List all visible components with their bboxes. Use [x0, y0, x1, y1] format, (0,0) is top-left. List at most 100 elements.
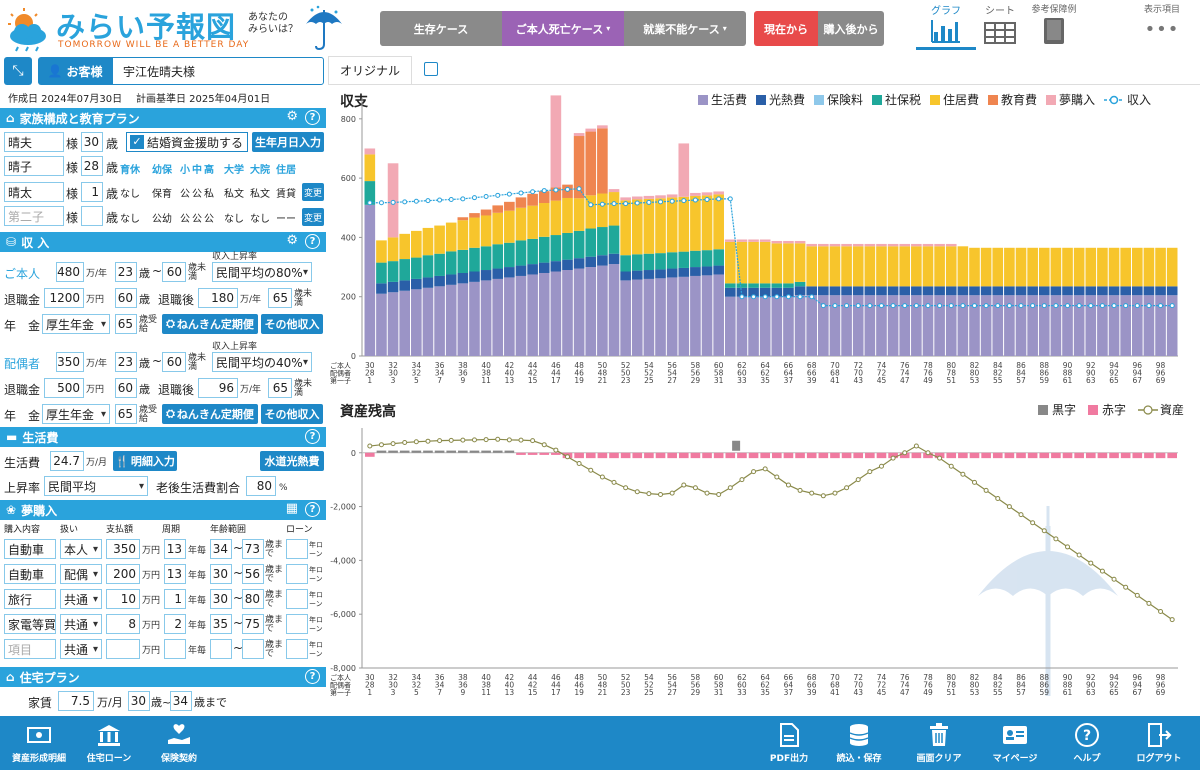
help-icon[interactable]: ?: [305, 110, 320, 125]
dream-amount-input[interactable]: 10: [106, 589, 140, 609]
footer-button-database[interactable]: 読込・保存: [824, 716, 894, 770]
dream-amount-input[interactable]: 8: [106, 614, 140, 634]
education-stage-value[interactable]: 賃貸: [276, 189, 296, 200]
dream-item-input[interactable]: 自動車: [4, 539, 56, 559]
family-age-input[interactable]: 28: [81, 156, 103, 176]
family-name-input[interactable]: 第二子: [4, 206, 64, 226]
dream-cycle-input[interactable]: 2: [164, 614, 186, 634]
living-rate-select[interactable]: 民間平均: [44, 476, 148, 496]
self-retirement-input[interactable]: 1200: [44, 288, 84, 308]
spouse-income-input[interactable]: 350: [56, 352, 84, 372]
help-icon[interactable]: ?: [305, 234, 320, 249]
footer-button-logout[interactable]: ログアウト: [1124, 716, 1194, 770]
collapse-button[interactable]: ⤡: [4, 57, 32, 85]
self-retirement-age-input[interactable]: 60: [115, 288, 137, 308]
dream-cycle-input[interactable]: 13: [164, 539, 186, 559]
education-stage-value[interactable]: 公: [180, 214, 190, 225]
dream-item-input[interactable]: 旅行: [4, 589, 56, 609]
family-age-input[interactable]: [81, 206, 103, 226]
spouse-other-income-button[interactable]: その他収入: [261, 404, 323, 424]
dream-from-input[interactable]: 34: [210, 539, 232, 559]
spouse-retirement-input[interactable]: 500: [44, 378, 84, 398]
display-items-button[interactable]: 表示項目 •••: [1132, 2, 1192, 50]
gear-icon[interactable]: ⚙: [286, 109, 298, 124]
self-after-to-input[interactable]: 65: [268, 288, 292, 308]
birthday-input-button[interactable]: 生年月日入力: [252, 132, 324, 152]
calculator-icon[interactable]: ▦: [285, 501, 298, 516]
dream-from-input[interactable]: 30: [210, 589, 232, 609]
survival-case-button[interactable]: 生存ケース: [380, 11, 502, 46]
family-name-input[interactable]: 晴太: [4, 182, 64, 202]
dream-to-input[interactable]: 80: [242, 589, 264, 609]
from-now-button[interactable]: 現在から: [754, 11, 818, 46]
family-name-input[interactable]: 晴子: [4, 156, 64, 176]
tab-sheet[interactable]: シート: [970, 2, 1030, 50]
spouse-pension-age-input[interactable]: 65: [115, 404, 137, 424]
education-stage-value[interactable]: なし: [120, 189, 140, 200]
income-section-header[interactable]: ⛁ 収 入 ⚙ ?: [0, 232, 326, 252]
dream-to-input[interactable]: 56: [242, 564, 264, 584]
dream-from-input[interactable]: [210, 639, 232, 659]
dream-cycle-input[interactable]: 13: [164, 564, 186, 584]
self-nenkin-button[interactable]: ⛭ ねんきん定期便: [162, 314, 258, 334]
disability-case-button[interactable]: 就業不能ケース ▾: [624, 11, 746, 46]
education-stage-value[interactable]: 保育: [152, 189, 172, 200]
gear-icon[interactable]: ⚙: [286, 233, 298, 248]
dream-from-input[interactable]: 35: [210, 614, 232, 634]
spouse-income-rate-select[interactable]: 民間平均の40%: [212, 352, 312, 372]
dream-item-input[interactable]: 家電等買: [4, 614, 56, 634]
self-income-to-input[interactable]: 60: [162, 262, 186, 282]
footer-button-bank[interactable]: 住宅ローン: [74, 716, 144, 770]
spouse-income-from-input[interactable]: 23: [115, 352, 137, 372]
retirement-ratio-input[interactable]: 80: [246, 476, 276, 496]
education-stage-value[interactable]: 私: [204, 189, 214, 200]
spouse-nenkin-button[interactable]: ⛭ ねんきん定期便: [162, 404, 258, 424]
dream-cycle-input[interactable]: [164, 639, 186, 659]
spouse-retirement-age-input[interactable]: 60: [115, 378, 137, 398]
dream-who-select[interactable]: 共通: [60, 614, 102, 634]
from-purchase-button[interactable]: 購入後から: [818, 11, 884, 46]
education-stage-value[interactable]: 公: [204, 214, 214, 225]
family-name-input[interactable]: 晴夫: [4, 132, 64, 152]
self-income-input[interactable]: 480: [56, 262, 84, 282]
education-stage-value[interactable]: 公: [180, 189, 190, 200]
dream-who-select[interactable]: 配偶: [60, 564, 102, 584]
customer-name-field[interactable]: 宇江佐晴夫様: [112, 57, 324, 85]
education-stage-value[interactable]: 公幼: [152, 214, 172, 225]
education-stage-value[interactable]: なし: [120, 214, 140, 225]
dream-to-input[interactable]: [242, 639, 264, 659]
education-stage-value[interactable]: 私文: [250, 189, 270, 200]
help-icon[interactable]: ?: [305, 502, 320, 517]
death-case-button[interactable]: ご本人死亡ケース ▾: [502, 11, 624, 46]
education-stage-value[interactable]: 公: [192, 214, 202, 225]
self-after-retirement-input[interactable]: 180: [198, 288, 238, 308]
tab-reference[interactable]: 参考保障例: [1024, 2, 1084, 50]
dream-item-input[interactable]: 自動車: [4, 564, 56, 584]
marriage-support-checkbox[interactable]: ✓ 結婚資金援助する: [126, 132, 248, 152]
spouse-income-to-input[interactable]: 60: [162, 352, 186, 372]
housing-section-header[interactable]: ⌂ 住宅プラン ?: [0, 667, 326, 687]
dream-who-select[interactable]: 共通: [60, 589, 102, 609]
dream-who-select[interactable]: 共通: [60, 639, 102, 659]
dream-loan-input[interactable]: [286, 639, 308, 659]
family-age-input[interactable]: 1: [81, 182, 103, 202]
rent-to-input[interactable]: 34: [170, 691, 192, 711]
education-stage-value[interactable]: 私文: [224, 189, 244, 200]
change-button-child2[interactable]: 変更: [302, 208, 324, 226]
dream-loan-input[interactable]: [286, 564, 308, 584]
copy-tab-icon[interactable]: [424, 62, 438, 76]
family-section-header[interactable]: ⌂ 家族構成と教育プラン ⚙ ?: [0, 108, 326, 128]
dream-cycle-input[interactable]: 1: [164, 589, 186, 609]
footer-button-help[interactable]: ? ヘルプ: [1052, 716, 1122, 770]
help-icon[interactable]: ?: [305, 429, 320, 444]
detail-input-button[interactable]: 🍴 明細入力: [113, 451, 177, 471]
footer-button-trash[interactable]: 画面クリア: [904, 716, 974, 770]
self-income-from-input[interactable]: 23: [115, 262, 137, 282]
education-stage-value[interactable]: 公: [192, 189, 202, 200]
family-age-input[interactable]: 30: [81, 132, 103, 152]
dream-amount-input[interactable]: 350: [106, 539, 140, 559]
spouse-after-retirement-input[interactable]: 96: [198, 378, 238, 398]
self-other-income-button[interactable]: その他収入: [261, 314, 323, 334]
dream-loan-input[interactable]: [286, 539, 308, 559]
dream-who-select[interactable]: 本人: [60, 539, 102, 559]
